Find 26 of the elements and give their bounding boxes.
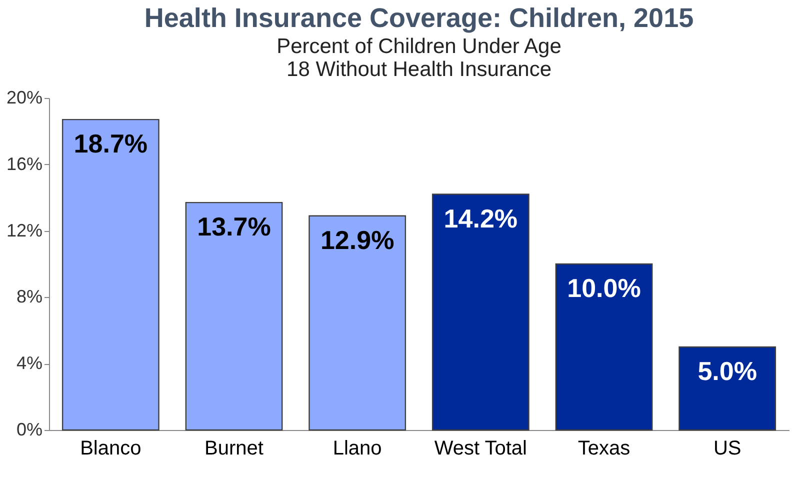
y-tick-label: 8% [16, 286, 42, 307]
x-tick-label: Burnet [204, 438, 264, 460]
data-label: 14.2% [444, 203, 518, 234]
bar [678, 346, 776, 431]
x-tick-label: West Total [434, 438, 527, 460]
data-label: 18.7% [74, 128, 148, 159]
data-label: 13.7% [197, 212, 271, 242]
bar [308, 215, 406, 431]
x-tick-label: US [713, 438, 742, 460]
bar [62, 118, 160, 431]
bar [185, 202, 283, 431]
data-label: 5.0% [698, 356, 757, 386]
bar [555, 263, 653, 431]
x-tick-label: Llano [332, 438, 382, 460]
y-tick-label: 0% [16, 420, 42, 440]
chart-subtitle: Percent of Children Under Age 18 Without Health Insurance [276, 35, 562, 81]
chart-title: Health Insurance Coverage: Children, 2015 [144, 3, 694, 33]
y-tick-label: 16% [6, 154, 42, 174]
x-tick-label: Texas [578, 438, 630, 460]
data-label: 12.9% [320, 224, 394, 255]
y-tick-label: 12% [6, 220, 42, 240]
data-label: 10.0% [567, 273, 641, 303]
y-tick-label: 20% [6, 88, 42, 108]
bar [432, 194, 530, 431]
x-tick-label: Blanco [80, 438, 142, 460]
y-tick-label: 4% [16, 353, 42, 374]
